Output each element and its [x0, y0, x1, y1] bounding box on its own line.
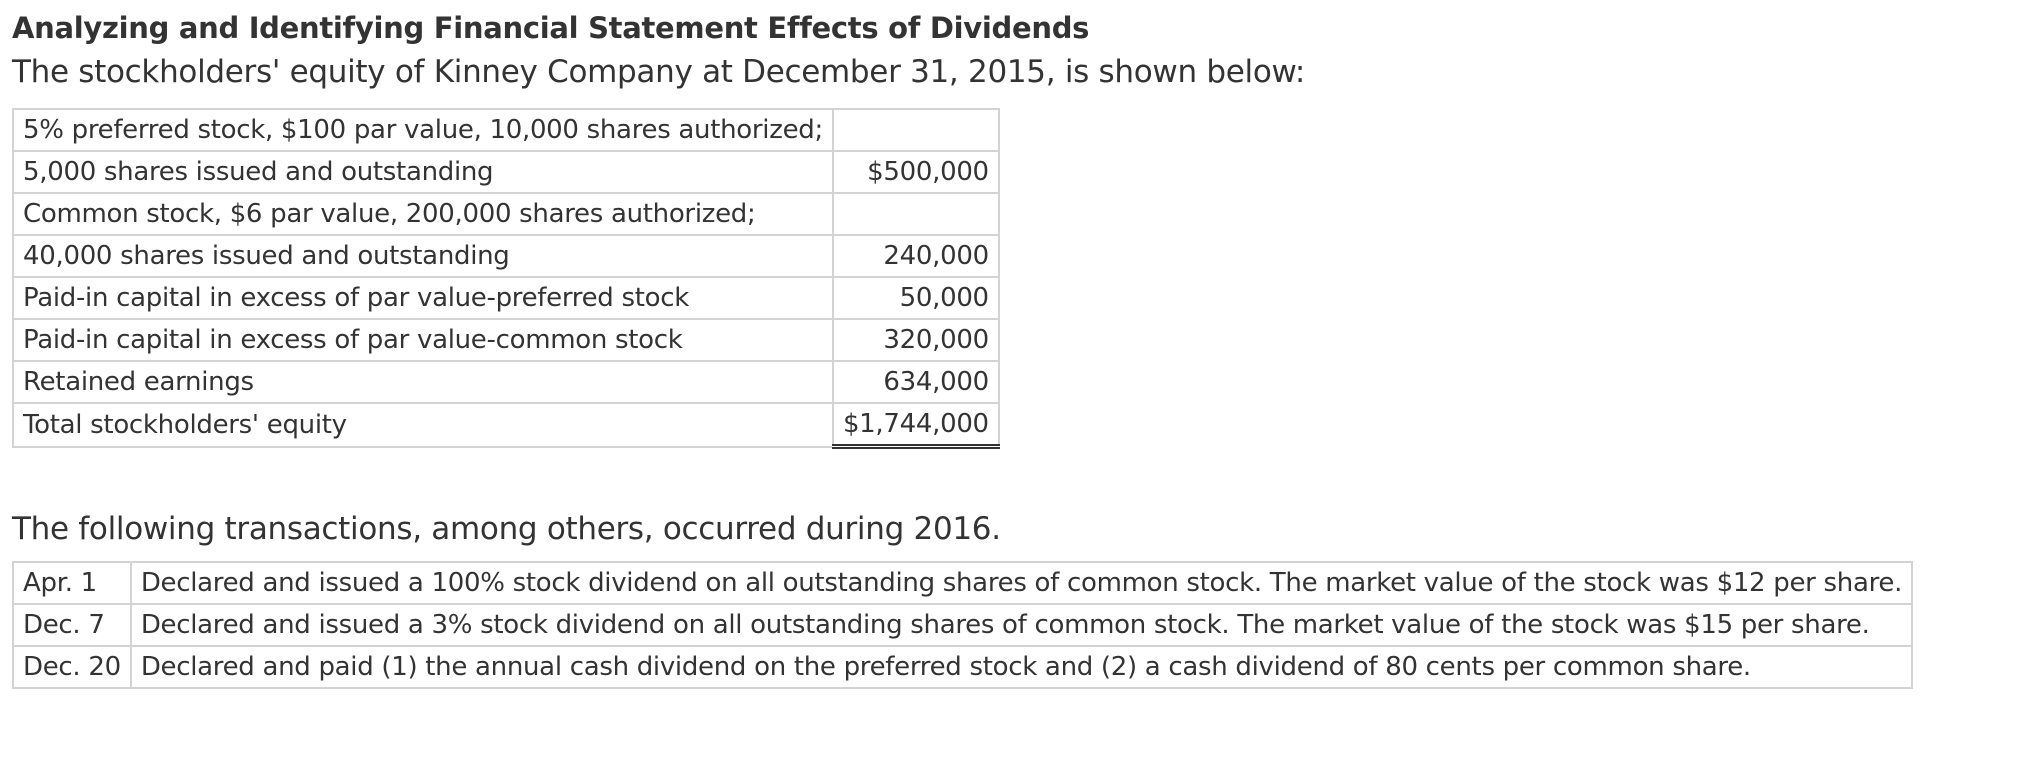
table-row: Common stock, $6 par value, 200,000 shar…	[12, 192, 1000, 236]
equity-amount	[831, 192, 1000, 236]
table-row: Dec. 20 Declared and paid (1) the annual…	[12, 645, 1914, 689]
equity-label: Paid-in capital in excess of par value-c…	[12, 318, 834, 362]
table-row: 5,000 shares issued and outstanding $500…	[12, 150, 1000, 194]
equity-amount: 240,000	[831, 234, 1000, 278]
transaction-date: Dec. 20	[12, 645, 132, 689]
equity-amount: 50,000	[831, 276, 1000, 320]
equity-amount	[831, 108, 1000, 152]
stockholders-equity-table: 5% preferred stock, $100 par value, 10,0…	[12, 108, 1000, 449]
table-row: 5% preferred stock, $100 par value, 10,0…	[12, 108, 1000, 152]
equity-total-label: Total stockholders' equity	[12, 402, 834, 448]
transaction-date: Apr. 1	[12, 561, 132, 605]
table-row: Paid-in capital in excess of par value-p…	[12, 276, 1000, 320]
table-row-total: Total stockholders' equity $1,744,000	[12, 402, 1000, 449]
equity-label: Paid-in capital in excess of par value-p…	[12, 276, 834, 320]
table-row: Paid-in capital in excess of par value-c…	[12, 318, 1000, 362]
equity-amount: $500,000	[831, 150, 1000, 194]
table-row: Apr. 1 Declared and issued a 100% stock …	[12, 561, 1914, 605]
equity-label: 40,000 shares issued and outstanding	[12, 234, 834, 278]
problem-container: Analyzing and Identifying Financial Stat…	[12, 8, 2002, 689]
problem-title: Analyzing and Identifying Financial Stat…	[12, 11, 1090, 45]
equity-label: Retained earnings	[12, 360, 834, 404]
equity-label: 5,000 shares issued and outstanding	[12, 150, 834, 194]
transaction-description: Declared and issued a 100% stock dividen…	[129, 561, 1914, 605]
equity-label: Common stock, $6 par value, 200,000 shar…	[12, 192, 834, 236]
equity-amount: 320,000	[831, 318, 1000, 362]
problem-intro: The stockholders' equity of Kinney Compa…	[12, 54, 1306, 90]
transactions-table: Apr. 1 Declared and issued a 100% stock …	[12, 561, 1914, 689]
table-row: Dec. 7 Declared and issued a 3% stock di…	[12, 603, 1914, 647]
table-row: Retained earnings 634,000	[12, 360, 1000, 404]
equity-amount: 634,000	[831, 360, 1000, 404]
table-row: 40,000 shares issued and outstanding 240…	[12, 234, 1000, 278]
transactions-intro: The following transactions, among others…	[12, 511, 1001, 547]
equity-total-amount: $1,744,000	[831, 402, 1000, 449]
transaction-description: Declared and paid (1) the annual cash di…	[129, 645, 1914, 689]
transaction-description: Declared and issued a 3% stock dividend …	[129, 603, 1914, 647]
transaction-date: Dec. 7	[12, 603, 132, 647]
equity-label: 5% preferred stock, $100 par value, 10,0…	[12, 108, 834, 152]
